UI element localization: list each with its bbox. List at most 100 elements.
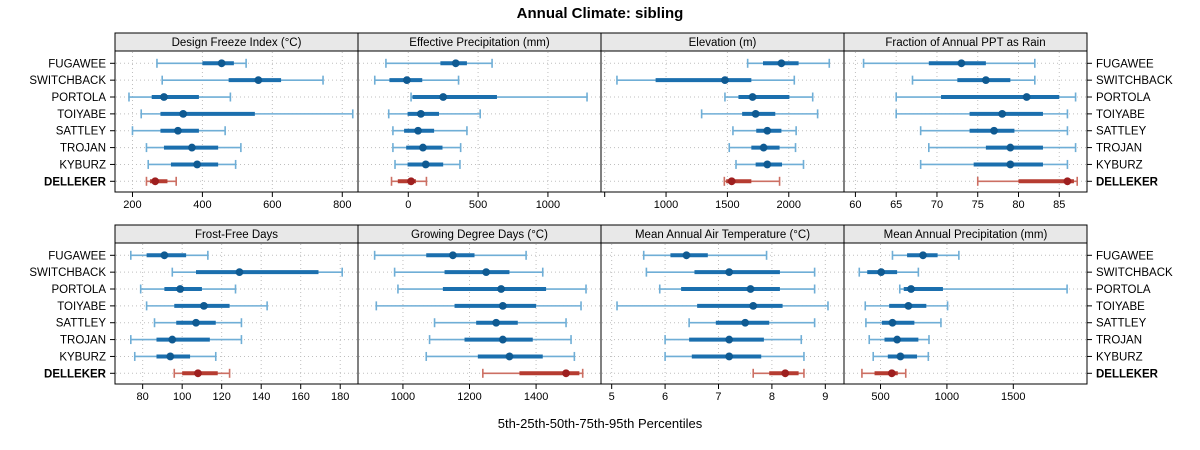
median-dot (498, 301, 507, 310)
panel-title: Elevation (m) (689, 37, 757, 49)
median-dot (439, 93, 448, 101)
station-label-right: SWITCHBACK (1096, 75, 1173, 87)
median-dot (160, 93, 168, 101)
median-dot (919, 251, 927, 260)
station-label-left: SWITCHBACK (29, 75, 106, 87)
median-dot (179, 109, 188, 118)
axis-tick-label: 6 (662, 391, 668, 403)
median-dot (759, 143, 768, 152)
axis-tick-label: 800 (333, 199, 351, 211)
axis-tick-label: 1000 (391, 391, 415, 403)
median-dot (877, 268, 886, 277)
axis-tick-label: 140 (252, 391, 270, 403)
median-dot (727, 177, 736, 186)
panel-title: Effective Precipitation (mm) (409, 37, 550, 49)
panel-background (115, 51, 358, 192)
median-dot (749, 301, 758, 310)
axis-tick-label: 80 (137, 391, 149, 403)
axis-tick-label: 400 (193, 199, 211, 211)
median-dot (725, 352, 734, 361)
median-dot (751, 109, 760, 118)
station-label-left: FUGAWEE (48, 250, 106, 262)
axis-tick-label: 120 (213, 391, 231, 403)
axis-tick-label: 1400 (524, 391, 548, 403)
panel-background (358, 243, 601, 384)
station-label-right: TROJAN (1096, 143, 1142, 155)
median-dot (998, 109, 1007, 118)
axis-tick-label: 180 (331, 391, 349, 403)
median-dot (168, 335, 177, 344)
median-dot (763, 126, 772, 135)
median-dot (254, 76, 263, 85)
median-dot (414, 126, 422, 135)
median-dot (235, 268, 244, 277)
median-dot (887, 369, 896, 378)
panel-title: Mean Annual Precipitation (mm) (884, 229, 1048, 241)
axis-tick-label: 1000 (536, 199, 560, 211)
station-label-left: KYBURZ (59, 159, 106, 171)
median-dot (748, 93, 757, 101)
median-dot (192, 318, 200, 327)
axis-tick-label: 1500 (1001, 391, 1025, 403)
median-dot (174, 126, 182, 135)
median-dot (451, 59, 460, 68)
median-dot (498, 335, 507, 344)
axis-tick-label: 1500 (715, 199, 739, 211)
median-dot (746, 285, 755, 293)
axis-tick-label: 160 (292, 391, 310, 403)
panel-title: Mean Annual Air Temperature (°C) (635, 229, 810, 241)
station-label-right: DELLEKER (1096, 368, 1159, 380)
station-label-right: SATTLEY (1096, 318, 1147, 330)
station-label-right: PORTOLA (1096, 92, 1151, 104)
station-label-left: FUGAWEE (48, 58, 106, 70)
median-dot (1006, 143, 1015, 152)
panel-title: Design Freeze Index (°C) (172, 37, 302, 49)
panel-title: Growing Degree Days (°C) (411, 229, 548, 241)
station-label-right: SWITCHBACK (1096, 267, 1173, 279)
median-dot (166, 352, 175, 361)
panel-title: Frost-Free Days (195, 229, 278, 241)
median-dot (497, 285, 506, 293)
axis-tick-label: 70 (931, 199, 943, 211)
axis-tick-label: 2000 (777, 199, 801, 211)
median-dot (781, 369, 790, 378)
station-label-right: PORTOLA (1096, 284, 1151, 296)
station-label-left: SWITCHBACK (29, 267, 106, 279)
median-dot (1006, 160, 1015, 169)
median-dot (1022, 93, 1031, 101)
station-label-left: DELLEKER (44, 176, 107, 188)
axis-tick-label: 75 (972, 199, 984, 211)
station-label-right: FUGAWEE (1096, 250, 1154, 262)
median-dot (763, 160, 772, 169)
median-dot (193, 160, 202, 169)
median-dot (721, 76, 729, 85)
panel-border (843, 242, 1088, 385)
median-dot (217, 59, 226, 68)
median-dot (990, 126, 998, 135)
axis-tick-label: 1000 (654, 199, 678, 211)
axis-tick-label: 200 (123, 199, 141, 211)
median-dot (151, 177, 160, 186)
panel-border (843, 50, 1088, 193)
axis-tick-label: 7 (715, 391, 721, 403)
median-dot (505, 352, 514, 361)
median-dot (904, 301, 913, 310)
median-dot (176, 285, 185, 293)
station-label-left: TROJAN (60, 143, 106, 155)
station-label-left: DELLEKER (44, 368, 107, 380)
axis-tick-label: 500 (469, 199, 487, 211)
axis-tick-label: 500 (871, 391, 889, 403)
axis-tick-label: 9 (822, 391, 828, 403)
median-dot (482, 268, 491, 277)
median-dot (562, 369, 570, 378)
median-dot (741, 318, 750, 327)
median-dot (777, 59, 786, 68)
station-label-left: TOIYABE (57, 301, 106, 313)
median-dot (200, 301, 208, 310)
median-dot (402, 76, 411, 85)
panel-background (844, 243, 1087, 384)
axis-tick-label: 1200 (457, 391, 481, 403)
axis-tick-label: 60 (849, 199, 861, 211)
median-dot (888, 318, 897, 327)
